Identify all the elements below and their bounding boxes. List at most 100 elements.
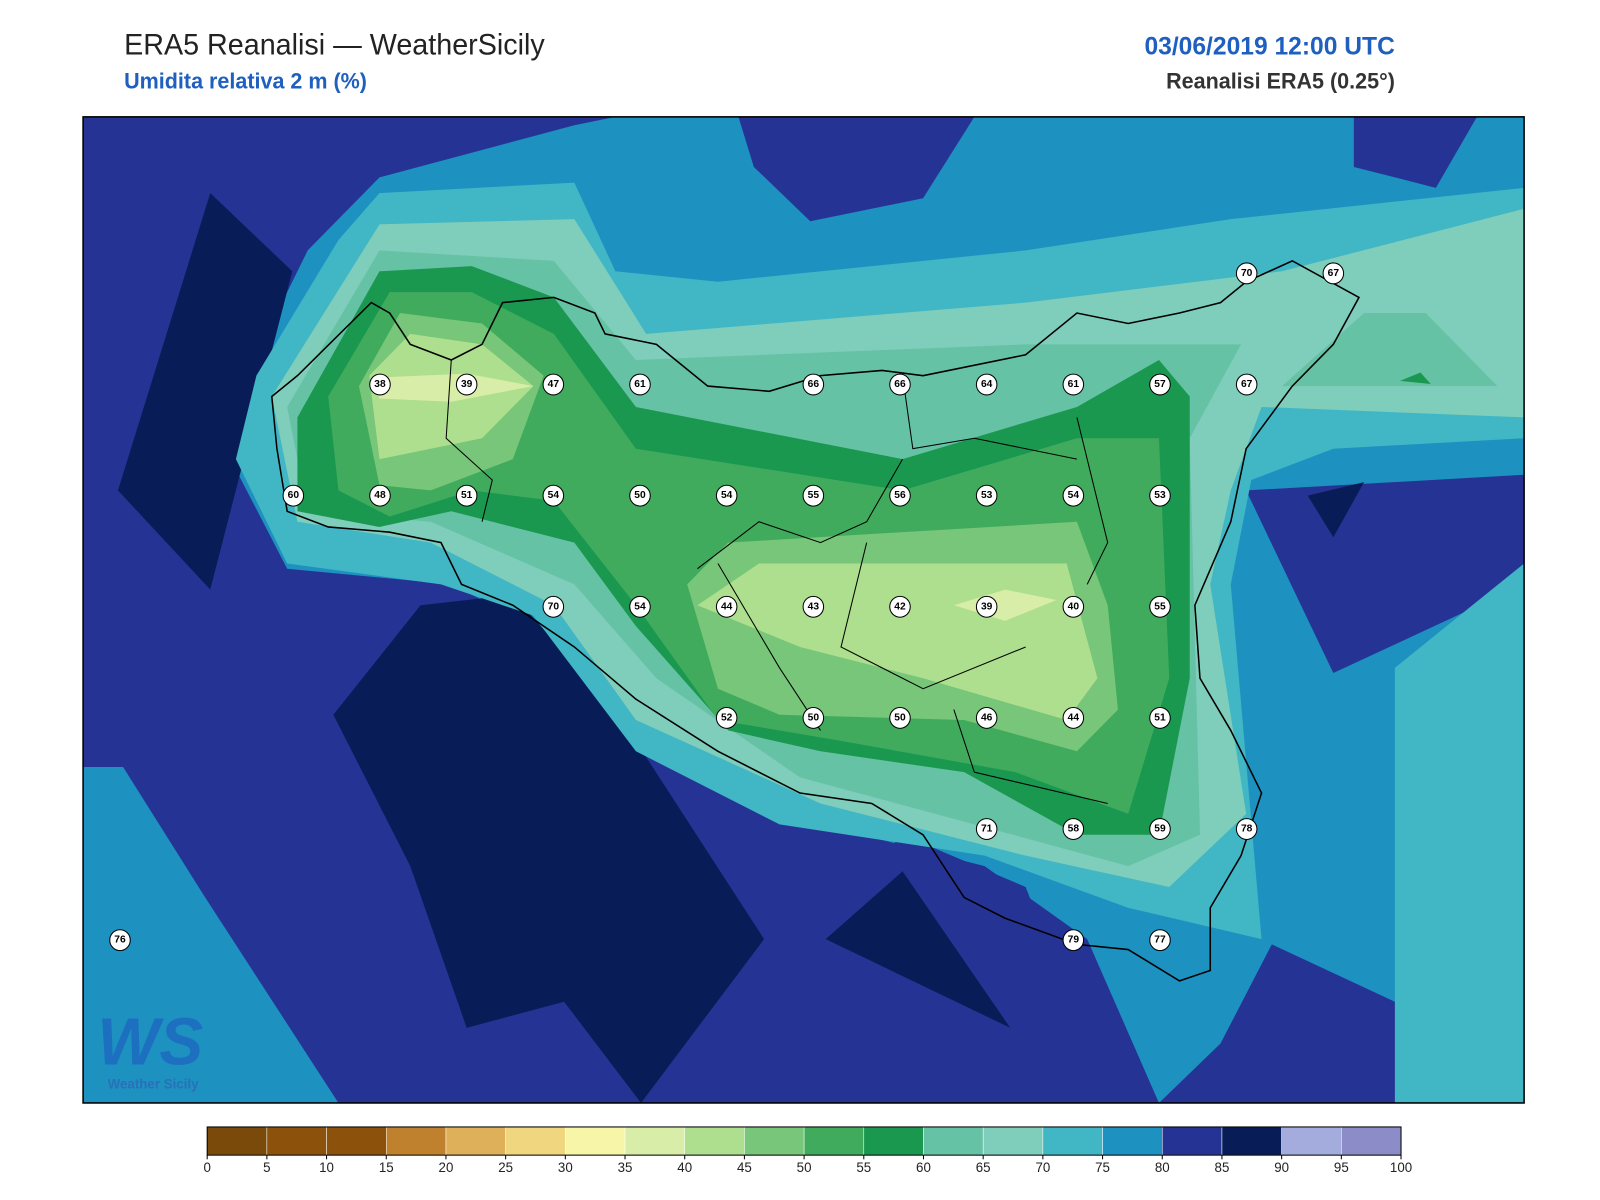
contour-80 bbox=[738, 116, 975, 222]
logo-text: Weather Sicily bbox=[108, 1076, 199, 1091]
station: 77 bbox=[1149, 929, 1171, 952]
colorbar-tick-label: 85 bbox=[1215, 1160, 1230, 1175]
station-value: 61 bbox=[1068, 379, 1080, 390]
station-value: 70 bbox=[548, 601, 560, 612]
station-value: 54 bbox=[634, 601, 646, 612]
station-value: 46 bbox=[981, 712, 993, 723]
station: 51 bbox=[1149, 706, 1171, 729]
colorbar-segment bbox=[1161, 1126, 1223, 1156]
station-marker bbox=[1149, 706, 1171, 729]
colorbar-tick-label: 100 bbox=[1390, 1160, 1412, 1175]
station-marker bbox=[975, 706, 998, 729]
station: 56 bbox=[889, 484, 911, 507]
map: WS Weather Sicily bbox=[82, 116, 1525, 1104]
station-value: 64 bbox=[981, 379, 993, 390]
station-marker bbox=[1149, 929, 1171, 952]
station: 59 bbox=[1149, 818, 1171, 840]
station-marker bbox=[1149, 373, 1171, 396]
contour-75 bbox=[83, 766, 339, 1103]
station: 50 bbox=[802, 706, 825, 729]
station-marker bbox=[1235, 818, 1258, 840]
colorbar-segment bbox=[206, 1126, 268, 1156]
station-value: 43 bbox=[808, 601, 820, 612]
station-value: 54 bbox=[721, 490, 733, 501]
station: 39 bbox=[975, 595, 998, 618]
station-marker bbox=[1062, 706, 1085, 729]
station-value: 79 bbox=[1068, 935, 1080, 946]
station-marker bbox=[975, 373, 998, 396]
colorbar-segment bbox=[326, 1126, 387, 1156]
station-value: 53 bbox=[981, 490, 993, 501]
station-marker bbox=[1322, 262, 1345, 285]
station: 48 bbox=[369, 484, 391, 507]
colorbar-tick-label: 75 bbox=[1095, 1160, 1110, 1175]
station-value: 54 bbox=[1068, 490, 1080, 501]
stations: 70 67 38 39 47 61 66 66 64 61 57 67 60 48 51 54 50 54 55 56… bbox=[109, 262, 1345, 952]
station-value: 78 bbox=[1241, 823, 1253, 834]
station: 50 bbox=[889, 706, 911, 729]
station-value: 55 bbox=[1154, 601, 1166, 612]
station: 66 bbox=[802, 373, 825, 396]
colorbar-segment bbox=[386, 1126, 447, 1156]
station-value: 66 bbox=[894, 379, 906, 390]
colorbar-segment bbox=[1281, 1126, 1342, 1156]
title: ERA5 Reanalisi — WeatherSicily bbox=[124, 29, 545, 61]
station-marker bbox=[1062, 818, 1085, 840]
colorbar-tick-label: 25 bbox=[498, 1160, 513, 1175]
station: 79 bbox=[1062, 929, 1085, 952]
contour-85 bbox=[117, 193, 293, 590]
colorbar-segment bbox=[1341, 1126, 1402, 1156]
colorbar-tick-label: 95 bbox=[1334, 1160, 1349, 1175]
colorbar-tick-label: 0 bbox=[203, 1160, 210, 1175]
colorbar-tick-label: 20 bbox=[439, 1160, 454, 1175]
colorbar-tick-label: 15 bbox=[379, 1160, 394, 1175]
colorbar-tick-label: 10 bbox=[319, 1160, 334, 1175]
colorbar-tick-label: 90 bbox=[1274, 1160, 1289, 1175]
contour-35 bbox=[371, 373, 534, 402]
station-value: 42 bbox=[894, 601, 906, 612]
colorbar-segment bbox=[565, 1126, 626, 1156]
station-marker bbox=[1235, 373, 1258, 396]
colorbar-tick-label: 5 bbox=[263, 1160, 270, 1175]
station-marker bbox=[542, 484, 565, 507]
contour-80 bbox=[1246, 474, 1525, 674]
colorbar-segment bbox=[624, 1126, 685, 1156]
station-value: 58 bbox=[1068, 823, 1080, 834]
station-value: 51 bbox=[1154, 712, 1166, 723]
station-marker bbox=[889, 706, 911, 729]
station: 38 bbox=[369, 373, 391, 396]
station-marker bbox=[715, 484, 738, 507]
station-value: 56 bbox=[894, 490, 906, 501]
station-value: 48 bbox=[374, 490, 386, 501]
station: 52 bbox=[715, 706, 738, 729]
colorbar: 0 5 10 15 20 25 30 35 40 45 50 55 60 65 70 75 80 85 90 95 10… bbox=[203, 1126, 1412, 1175]
station-value: 54 bbox=[548, 490, 560, 501]
colorbar-tick-label: 35 bbox=[618, 1160, 633, 1175]
station-value: 53 bbox=[1154, 490, 1166, 501]
station: 46 bbox=[975, 706, 998, 729]
logo: WS Weather Sicily bbox=[97, 1005, 203, 1092]
station-value: 44 bbox=[1068, 712, 1080, 723]
station-marker bbox=[975, 595, 998, 618]
subtitle: Umidita relativa 2 m (%) bbox=[124, 69, 367, 94]
station-value: 67 bbox=[1241, 379, 1253, 390]
station-value: 50 bbox=[894, 712, 906, 723]
station-marker bbox=[715, 595, 738, 618]
station-value: 40 bbox=[1068, 601, 1080, 612]
station-marker bbox=[1062, 595, 1085, 618]
logo-mark: WS bbox=[97, 1005, 203, 1080]
colorbar-segment bbox=[1102, 1126, 1163, 1156]
colorbar-tick-label: 45 bbox=[737, 1160, 752, 1175]
colorbar-segment bbox=[923, 1126, 984, 1156]
station-value: 44 bbox=[721, 601, 733, 612]
station-marker bbox=[1062, 484, 1085, 507]
station: 54 bbox=[629, 595, 651, 618]
station-marker bbox=[802, 373, 825, 396]
station: 58 bbox=[1062, 818, 1085, 840]
station: 39 bbox=[455, 373, 478, 396]
station: 64 bbox=[975, 373, 998, 396]
station: 47 bbox=[542, 373, 565, 396]
station-value: 51 bbox=[461, 490, 473, 501]
